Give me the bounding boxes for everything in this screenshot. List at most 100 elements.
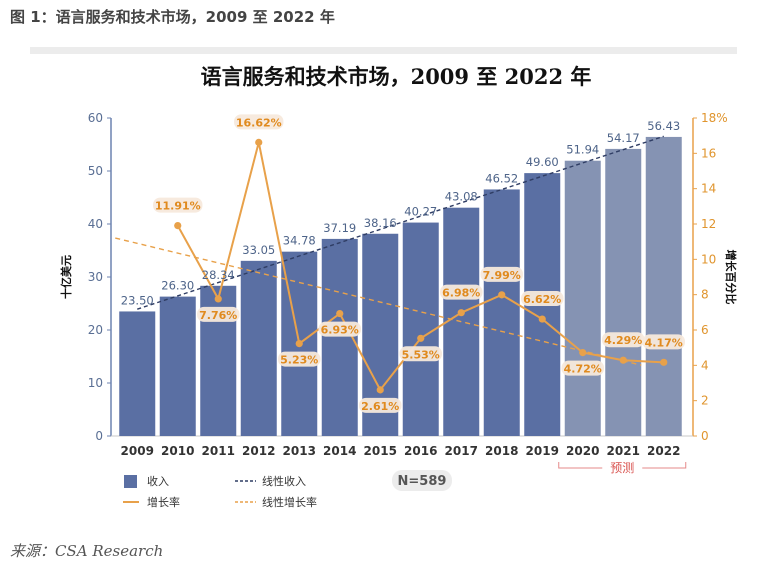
revenue-bars [119, 136, 682, 437]
header-rule [30, 47, 737, 54]
revenue-bar-label: 33.05 [242, 243, 275, 257]
growth-rate-label: 6.62% [523, 293, 561, 306]
x-tick-label: 2018 [485, 444, 518, 458]
x-tick-label: 2020 [566, 444, 599, 458]
growth-rate-point [457, 309, 465, 317]
growth-label-bg [602, 332, 645, 348]
data-labels: 23.50 26.30 28.34 33.05 34.78 37.19 38.16 40.27… [121, 114, 685, 413]
revenue-bar-label: 43.08 [445, 190, 478, 204]
x-tick-label: 2010 [161, 444, 194, 458]
growth-rate-point [336, 309, 344, 318]
revenue-bar-label: 34.78 [283, 234, 316, 248]
growth-label-bg [399, 346, 442, 362]
left-tick-label: 30 [88, 270, 103, 284]
right-tick-label: 0 [701, 429, 709, 443]
forecast-label-bg [602, 460, 643, 476]
growth-rate-point [660, 358, 668, 366]
growth-rate-line [174, 138, 668, 394]
left-axis-title: 十亿美元 [59, 255, 73, 299]
revenue-bar [119, 311, 156, 436]
revenue-bar-label: 37.19 [323, 221, 356, 235]
revenue-bar [402, 222, 439, 436]
right-tick-label: 16 [701, 146, 716, 160]
legend-growth-label: 增长率 [147, 495, 180, 509]
revenue-bar-label: 54.17 [607, 131, 640, 145]
growth-label-bg [521, 291, 564, 307]
growth-label-bg [480, 266, 523, 282]
x-tick-label: 2017 [445, 444, 478, 458]
growth-rate-label: 6.98% [442, 287, 480, 300]
growth-rate-label: 6.93% [321, 324, 359, 337]
sample-size-badge [392, 470, 452, 491]
growth-rate-label: 4.72% [564, 363, 602, 376]
growth-label-bg [318, 321, 361, 337]
growth-rate-label: 7.99% [483, 269, 521, 282]
revenue-bar-forecast [645, 136, 682, 436]
growth-rate-point [498, 291, 506, 299]
revenue-bar-label: 38.16 [364, 216, 397, 230]
x-tick-label: 2021 [607, 444, 640, 458]
trend-lines [115, 135, 664, 366]
revenue-bar [240, 260, 277, 436]
revenue-bar-label: 40.27 [404, 205, 437, 219]
revenue-bar-forecast [564, 160, 601, 436]
growth-rate-label: 16.62% [236, 116, 282, 129]
growth-rate-point [538, 315, 546, 323]
x-tick-label: 2011 [202, 444, 235, 458]
revenue-bar-label: 23.50 [121, 293, 154, 307]
growth-rate-label: 5.23% [280, 354, 318, 367]
left-tick-label: 40 [88, 217, 103, 231]
right-tick-label: 4 [701, 358, 709, 372]
growth-rate-point [376, 386, 384, 394]
growth-label-bg [440, 284, 483, 300]
growth-label-bg [197, 306, 240, 322]
growth-rate-point [579, 349, 587, 357]
chart-title: 语言服务和技术市场，2009 至 2022 年 [201, 64, 592, 89]
right-axis-title: 增长百分比 [724, 250, 738, 305]
x-tick-label: 2013 [283, 444, 316, 458]
growth-rate-label: 5.53% [402, 348, 440, 361]
revenue-bar-label: 46.52 [485, 171, 518, 185]
growth-rate-label: 4.17% [645, 336, 683, 349]
revenue-bar [443, 207, 480, 436]
legend-revenue-trend-label: 线性收入 [262, 474, 306, 488]
growth-rate-point [214, 295, 222, 303]
growth-rate-label: 2.61% [361, 400, 399, 413]
x-tick-label: 2016 [404, 444, 437, 458]
right-tick-label: 2 [701, 394, 709, 408]
x-tick-label: 2009 [121, 444, 154, 458]
figure-caption: 图 1：语言服务和技术市场，2009 至 2022 年 [10, 8, 335, 26]
legend-revenue-label: 收入 [147, 474, 169, 488]
x-tick-label: 2012 [242, 444, 275, 458]
legend-growth-trend-label: 线性增长率 [262, 495, 317, 509]
growth-rate-point [295, 340, 303, 348]
left-tick-label: 0 [95, 429, 103, 443]
growth-label-bg [642, 334, 685, 350]
right-tick-label: 12 [701, 217, 716, 231]
x-tick-label: 2015 [364, 444, 397, 458]
revenue-bar-label: 26.30 [161, 279, 194, 293]
growth-label-bg [561, 360, 604, 376]
revenue-bar-label: 56.43 [647, 119, 680, 133]
revenue-bar [159, 296, 196, 436]
sample-size-label: N=589 [398, 474, 447, 489]
revenue-bar-label: 49.60 [526, 155, 559, 169]
growth-label-bg [234, 114, 284, 130]
left-tick-label: 50 [88, 164, 103, 178]
left-tick-label: 20 [88, 323, 103, 337]
revenue-bar-label: 51.94 [566, 143, 599, 157]
growth-rate-point [174, 221, 182, 230]
right-tick-label: 18% [701, 111, 728, 125]
right-tick-label: 10 [701, 252, 716, 266]
left-tick-label: 10 [88, 376, 103, 390]
growth-trend-line [115, 237, 642, 366]
x-tick-label: 2014 [323, 444, 356, 458]
left-tick-label: 60 [88, 111, 103, 125]
growth-rate-point [417, 334, 425, 342]
right-tick-label: 8 [701, 288, 709, 302]
growth-label-bg [153, 197, 203, 213]
growth-rate-label: 7.76% [199, 309, 237, 322]
x-tick-label: 2022 [647, 444, 680, 458]
